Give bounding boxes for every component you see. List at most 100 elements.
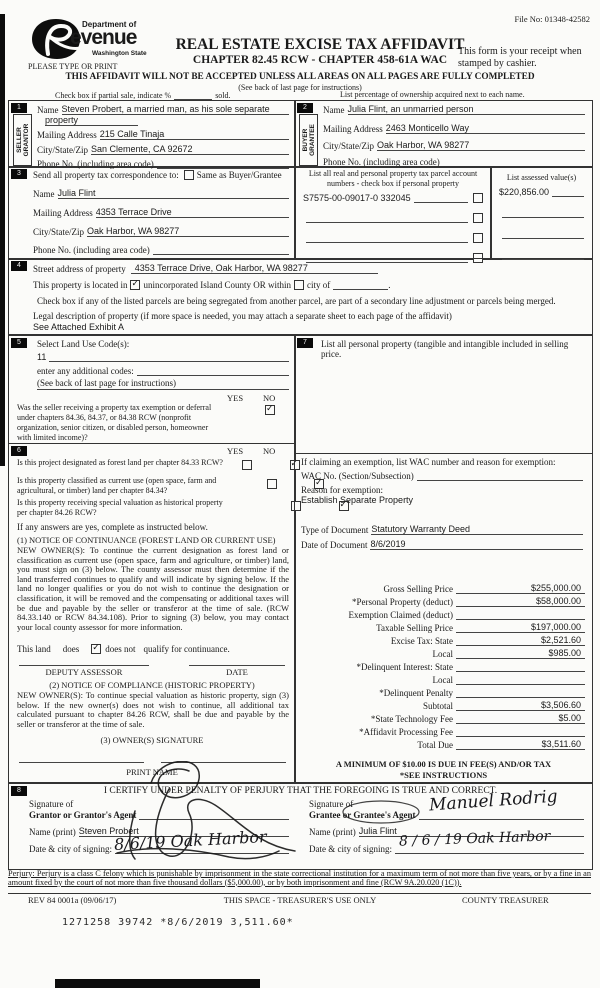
see-instructions-note: *SEE INSTRUCTIONS [399, 770, 488, 780]
fin-label: *Personal Property (deduct) [352, 597, 453, 607]
corr-phone-row: Phone No. (including area code) [33, 245, 289, 255]
grantor-agent-row: Grantor or Grantor's Agent [29, 810, 289, 820]
seller-name-value2: property [45, 115, 139, 126]
s5-yes-header: YES [227, 393, 244, 403]
section-3-number: 3 [11, 169, 27, 179]
parcel-numbers-section: List all real and personal property tax … [294, 166, 492, 263]
section-1-number: 1 [11, 103, 27, 113]
grantee-agent-row: Grantee or Grantee's Agent [309, 810, 584, 820]
cashier-stamp: 1271258 39742 *8/6/2019 3,511.60* [62, 917, 294, 928]
grantor-date-row: Date & city of signing: [29, 844, 289, 854]
parcel-2-checkbox [473, 213, 483, 223]
grantee-signature-of: Signature of [309, 799, 354, 809]
fin-value [456, 675, 585, 685]
located-in-row: This property is located in unincorporat… [33, 278, 592, 290]
file-number: File No: 01348-42582 [514, 14, 590, 24]
street-address-label: Street address of property [33, 264, 126, 274]
form-title: REAL ESTATE EXCISE TAX AFFIDAVIT [175, 36, 465, 53]
fin-row-excise-local: Local $985.00 [301, 646, 585, 659]
notice1-title: (1) NOTICE OF CONTINUANCE (FOREST LAND O… [17, 535, 276, 545]
partial-sale-line: Check box if partial sale, indicate % so… [55, 90, 285, 100]
same-as-buyer-checkbox [183, 170, 194, 180]
corr-city-label: City/State/Zip [33, 227, 84, 237]
parcel-4-line [306, 253, 468, 263]
grantor-signature-line [139, 810, 289, 820]
parcel-row-2 [303, 213, 483, 223]
seller-city-label: City/State/Zip [37, 145, 88, 155]
dor-logo-swoosh-icon [32, 19, 82, 59]
grantor-date-line [115, 844, 289, 854]
land-use-value: 11 [37, 352, 47, 362]
seller-section: 1 SELLER GRANTOR Name Steven Probert, a m… [8, 100, 296, 169]
grantor-name-value: Steven Probert [78, 826, 289, 837]
corr-name-row: Name Julia Flint [33, 188, 289, 199]
assessed-1-value: $220,856.00 [499, 187, 550, 197]
fin-row-delinq-int-state: *Delinquent Interest: State [301, 659, 585, 672]
question-3: Is this property receiving special valua… [17, 498, 223, 517]
fin-value [456, 610, 585, 620]
street-address-row: Street address of property 4353 Terrace … [33, 263, 552, 274]
segregated-note: Check box if any of the listed parcels a… [37, 296, 556, 306]
seller-name-label: Name [37, 105, 59, 115]
property-address-section: 4 Street address of property 4353 Terrac… [8, 258, 593, 336]
buyer-phone-label: Phone No. (including area code) [323, 157, 440, 167]
warning-line: THIS AFFIDAVIT WILL NOT BE ACCEPTED UNLE… [65, 72, 535, 82]
buyer-city-value: Oak Harbor, WA 98277 [377, 140, 585, 151]
seller-name-row2: property [37, 115, 289, 126]
assessed-1-line [552, 187, 584, 197]
deputy-assessor-line [19, 665, 149, 666]
section-5-number: 5 [11, 338, 27, 348]
buyer-name-value: Julia Flint, an unmarried person [347, 104, 585, 115]
corr-city-value: Oak Harbor, WA 98277 [87, 226, 289, 237]
fin-value: $3,511.60 [456, 739, 585, 750]
parcel-header: List all real and personal property tax … [308, 169, 478, 188]
fin-value: $197,000.00 [456, 622, 585, 633]
s6-no-header: NO [263, 446, 276, 456]
additional-codes-label: enter any additional codes: [37, 366, 134, 376]
does-not-label: does not [105, 644, 136, 654]
this-land-row: This land does does not qualify for cont… [17, 642, 230, 654]
buyer-city-label: City/State/Zip [323, 141, 374, 151]
buyer-side-label-box: BUYER GRANTEE [299, 114, 318, 166]
fin-label: *Delinquent Interest: State [356, 662, 453, 672]
tax-correspondence-section: 3 Send all property tax correspondence t… [8, 166, 296, 260]
partial-sale-blank [174, 90, 213, 100]
partial-sale-sold: sold. [215, 91, 231, 100]
exemption-no-checkbox [265, 403, 275, 415]
fin-row-taxable: Taxable Selling Price $197,000.00 [301, 620, 585, 633]
corr-name-label: Name [33, 189, 55, 199]
buyer-mailing-value: 2463 Monticello Way [385, 123, 585, 134]
form-subtitle: CHAPTER 82.45 RCW - CHAPTER 458-61A WAC [192, 54, 448, 66]
deputy-assessor-label: DEPUTY ASSESSOR [45, 667, 123, 677]
land-use-label: Select Land Use Code(s): [37, 339, 130, 349]
fin-value: $255,000.00 [456, 583, 585, 594]
buyer-section: 2 BUYER GRANTEE Name Julia Flint, an unma… [294, 100, 593, 168]
section-6-number: 6 [11, 446, 27, 456]
minimum-fee-note: A MINIMUM OF $10.00 IS DUE IN FEE(S) AND… [335, 759, 552, 769]
grantor-agent-label: Grantor or Grantor's Agent [29, 810, 137, 820]
grantor-date-label: Date & city of signing: [29, 844, 112, 854]
receipt-note: This form is your receipt when stamped b… [458, 46, 582, 69]
s5-s6-divider [9, 443, 295, 444]
seller-phone-blank [156, 159, 289, 169]
legal-description-label: Legal description of property (if more s… [33, 311, 452, 321]
grantee-signature-line [418, 810, 584, 820]
buyer-side-label: BUYER GRANTEE [301, 124, 316, 156]
certify-statement: I CERTIFY UNDER PENALTY OF PERJURY THAT … [103, 786, 498, 796]
fin-label: *Affidavit Processing Fee [359, 727, 453, 737]
fin-label: Excise Tax: State [390, 636, 453, 646]
signature-section: 8 I CERTIFY UNDER PENALTY OF PERJURY THA… [8, 761, 593, 870]
question-2: Is this property classified as current u… [17, 476, 217, 495]
legal-description-value: See Attached Exhibit A [33, 322, 125, 332]
grantor-signature-scribble [116, 761, 296, 860]
grantor-name-row: Name (print) Steven Probert [29, 826, 289, 837]
see-back-instructions: (See back of last page for instructions) [37, 378, 289, 390]
owner-sig-line-1 [19, 762, 144, 763]
seller-phone-row: Phone No. (including area code) [37, 159, 289, 169]
seller-side-label-box: SELLER GRANTOR [13, 114, 32, 166]
city-blank [333, 289, 389, 290]
perjury-statement: Perjury: Perjury is a class C felony whi… [8, 869, 591, 887]
additional-codes-line [136, 366, 289, 376]
buyer-mailing-label: Mailing Address [323, 124, 383, 134]
fin-row-tech-fee: *State Technology Fee $5.00 [301, 711, 585, 724]
